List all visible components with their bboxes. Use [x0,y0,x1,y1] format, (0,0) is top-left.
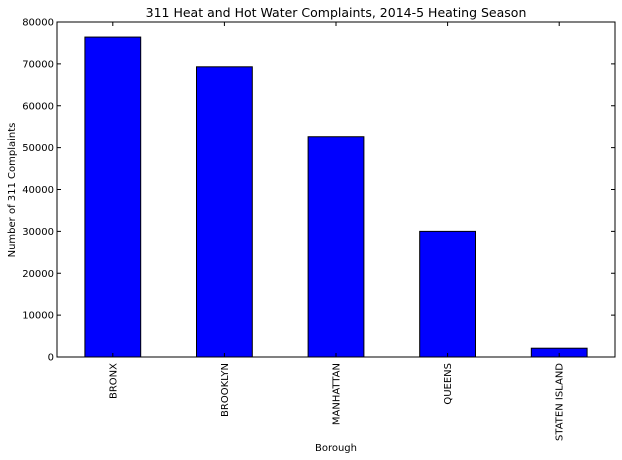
y-tick-label: 20000 [22,269,54,280]
y-tick-label: 10000 [22,311,54,322]
x-axis: BRONX BROOKLYN MANHATTAN QUEENS STATEN ISLAN… [108,22,566,441]
y-tick-label: 40000 [22,185,54,196]
y-tick-label: 80000 [22,18,54,29]
chart-title: 311 Heat and Hot Water Complaints, 2014-… [146,5,527,20]
y-tick-label: 60000 [22,101,54,112]
bars-layer [84,36,588,358]
y-tick-label: 70000 [22,59,54,70]
bar-brooklyn [196,66,253,358]
bar-manhattan [307,136,365,358]
x-axis-label: Borough [315,443,357,454]
y-axis-label: Number of 311 Complaints [7,123,18,258]
x-tick-label-bronx: BRONX [108,363,119,399]
x-tick-label-brooklyn: BROOKLYN [220,363,231,417]
y-tick-label: 50000 [22,143,54,154]
x-tick-label-manhattan: MANHATTAN [332,363,343,425]
bar-queens [419,230,477,358]
y-axis: 0 10000 20000 30000 40000 50000 60000 70000 8000… [22,18,615,364]
bar-bronx [84,36,142,358]
x-tick-label-staten-island: STATEN ISLAND [555,363,566,441]
y-tick-label: 30000 [22,227,54,238]
x-tick-label-queens: QUEENS [443,363,454,405]
y-tick-label: 0 [48,353,54,364]
